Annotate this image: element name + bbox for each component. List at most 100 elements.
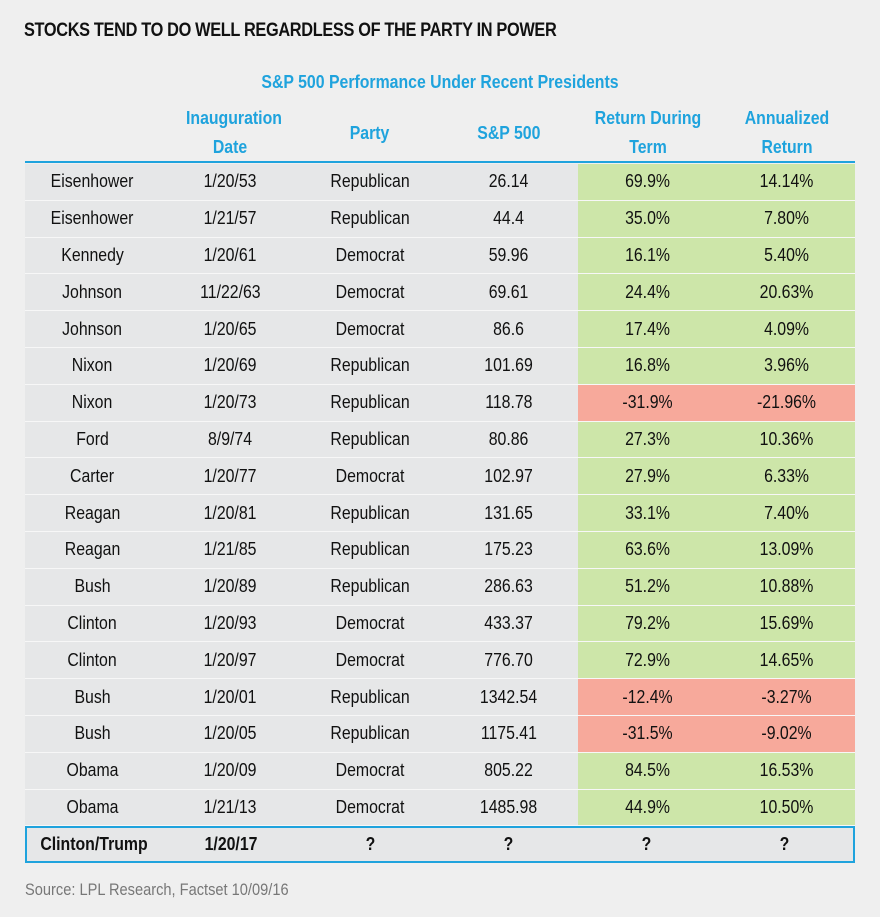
cell-return-during-term: ?: [577, 828, 717, 862]
cell-sp500: 59.96: [440, 237, 578, 274]
table-row: Kennedy 1/20/61 Democrat 59.96 16.1% 5.40%: [25, 237, 855, 275]
cell-president: Eisenhower: [25, 164, 160, 200]
cell-sp500: 118.78: [440, 384, 578, 421]
cell-annualized-return: 7.40%: [718, 495, 855, 531]
cell-annualized-return: 3.96%: [718, 347, 855, 384]
cell-annualized-return: 14.14%: [718, 164, 855, 200]
cell-party: Republican: [300, 531, 440, 568]
cell-return-during-term: 17.4%: [578, 311, 718, 347]
cell-return-during-term: 27.9%: [578, 458, 718, 495]
table-row: Johnson 1/20/65 Democrat 86.6 17.4% 4.09%: [25, 311, 855, 348]
table-row: Obama 1/21/13 Democrat 1485.98 44.9% 10.50%: [25, 789, 855, 827]
cell-inauguration-date: 1/21/13: [160, 789, 300, 826]
cell-inauguration-date: 1/20/01: [160, 679, 300, 715]
cell-sp500: 805.22: [440, 752, 578, 789]
cell-sp500: 131.65: [440, 495, 578, 531]
cell-sp500: 776.70: [440, 642, 578, 679]
cell-annualized-return: -3.27%: [718, 679, 855, 715]
cell-inauguration-date: 1/20/05: [160, 715, 300, 752]
cell-inauguration-date: 1/20/69: [160, 347, 300, 384]
cell-inauguration-date: 1/20/81: [160, 495, 300, 531]
cell-president: Carter: [25, 458, 160, 495]
cell-president: Reagan: [25, 495, 160, 531]
table-row: Ford 8/9/74 Republican 80.86 27.3% 10.36%: [25, 421, 855, 459]
cell-sp500: 1342.54: [440, 679, 578, 715]
cell-president: Johnson: [25, 274, 160, 311]
table-row: Carter 1/20/77 Democrat 102.97 27.9% 6.33%: [25, 458, 855, 496]
cell-president: Kennedy: [25, 237, 160, 274]
cell-inauguration-date: 1/20/09: [160, 752, 300, 789]
cell-annualized-return: 10.88%: [718, 568, 855, 605]
cell-sp500: 86.6: [440, 311, 578, 347]
header-divider: [25, 161, 855, 163]
cell-party: ?: [300, 828, 440, 862]
table-row: Nixon 1/20/69 Republican 101.69 16.8% 3.96%: [25, 347, 855, 385]
cell-annualized-return: ?: [716, 828, 853, 862]
cell-party: Democrat: [300, 605, 440, 642]
future-row: Clinton/Trump 1/20/17????: [25, 826, 855, 864]
cell-party: Republican: [300, 421, 440, 458]
cell-president: Clinton: [25, 605, 160, 642]
cell-inauguration-date: 1/21/57: [160, 200, 300, 237]
cell-inauguration-date: 1/20/77: [160, 458, 300, 495]
cell-return-during-term: 27.3%: [578, 421, 718, 458]
cell-party: Democrat: [300, 311, 440, 347]
cell-president: Clinton: [25, 642, 160, 679]
cell-president: Obama: [25, 752, 160, 789]
cell-party: Democrat: [300, 752, 440, 789]
cell-president: Ford: [25, 421, 160, 458]
header-annualized-return: Annualized Return: [744, 108, 829, 157]
cell-return-during-term: 16.8%: [578, 347, 718, 384]
cell-sp500: 175.23: [440, 531, 578, 568]
source-note: Source: LPL Research, Factset 10/09/16: [25, 880, 289, 899]
cell-annualized-return: 14.65%: [718, 642, 855, 679]
table-row: Clinton 1/20/93 Democrat 433.37 79.2% 15.69%: [25, 605, 855, 643]
cell-return-during-term: 51.2%: [578, 568, 718, 605]
cell-party: Democrat: [300, 458, 440, 495]
cell-president: Reagan: [25, 531, 160, 568]
page-title: STOCKS TEND TO DO WELL REGARDLESS OF THE…: [24, 20, 557, 41]
table-header: Inauguration Date Party S&P 500 Return D…: [25, 105, 855, 161]
cell-president: Bush: [25, 715, 160, 752]
cell-president: Nixon: [25, 384, 160, 421]
cell-annualized-return: 7.80%: [718, 200, 855, 237]
header-president: [25, 105, 160, 161]
table-row: Bush 1/20/89 Republican 286.63 51.2% 10.88%: [25, 568, 855, 606]
cell-sp500: 102.97: [440, 458, 578, 495]
cell-party: Republican: [300, 164, 440, 200]
cell-president: Clinton/Trump: [27, 828, 162, 862]
cell-return-during-term: 24.4%: [578, 274, 718, 311]
cell-sp500: 101.69: [440, 347, 578, 384]
cell-party: Republican: [300, 200, 440, 237]
cell-sp500: 80.86: [440, 421, 578, 458]
cell-annualized-return: 4.09%: [718, 311, 855, 347]
cell-return-during-term: 44.9%: [578, 789, 718, 826]
cell-return-during-term: 72.9%: [578, 642, 718, 679]
cell-return-during-term: 79.2%: [578, 605, 718, 642]
cell-return-during-term: 84.5%: [578, 752, 718, 789]
header-return-during-term: Return During Term: [594, 108, 702, 157]
table-row: Reagan 1/20/81 Republican 131.65 33.1% 7.40%: [25, 495, 855, 532]
cell-president: Eisenhower: [25, 200, 160, 237]
cell-return-during-term: 35.0%: [578, 200, 718, 237]
cell-annualized-return: 15.69%: [718, 605, 855, 642]
cell-president: Nixon: [25, 347, 160, 384]
cell-annualized-return: 6.33%: [718, 458, 855, 495]
cell-party: Republican: [300, 715, 440, 752]
cell-inauguration-date: 1/20/65: [160, 311, 300, 347]
table-body: Eisenhower 1/20/53 Republican 26.14 69.9% 14.…: [25, 164, 855, 864]
cell-return-during-term: 16.1%: [578, 237, 718, 274]
cell-sp500: 44.4: [440, 200, 578, 237]
cell-annualized-return: -9.02%: [718, 715, 855, 752]
cell-party: Democrat: [300, 237, 440, 274]
cell-president: Johnson: [25, 311, 160, 347]
header-party: Party: [350, 122, 390, 143]
cell-party: Democrat: [300, 274, 440, 311]
cell-annualized-return: 16.53%: [718, 752, 855, 789]
cell-president: Bush: [25, 568, 160, 605]
table-row: Bush 1/20/05 Republican 1175.41 -31.5% -9.02%: [25, 715, 855, 753]
cell-party: Democrat: [300, 642, 440, 679]
cell-sp500: 433.37: [440, 605, 578, 642]
cell-annualized-return: -21.96%: [718, 384, 855, 421]
cell-return-during-term: -31.5%: [578, 715, 718, 752]
